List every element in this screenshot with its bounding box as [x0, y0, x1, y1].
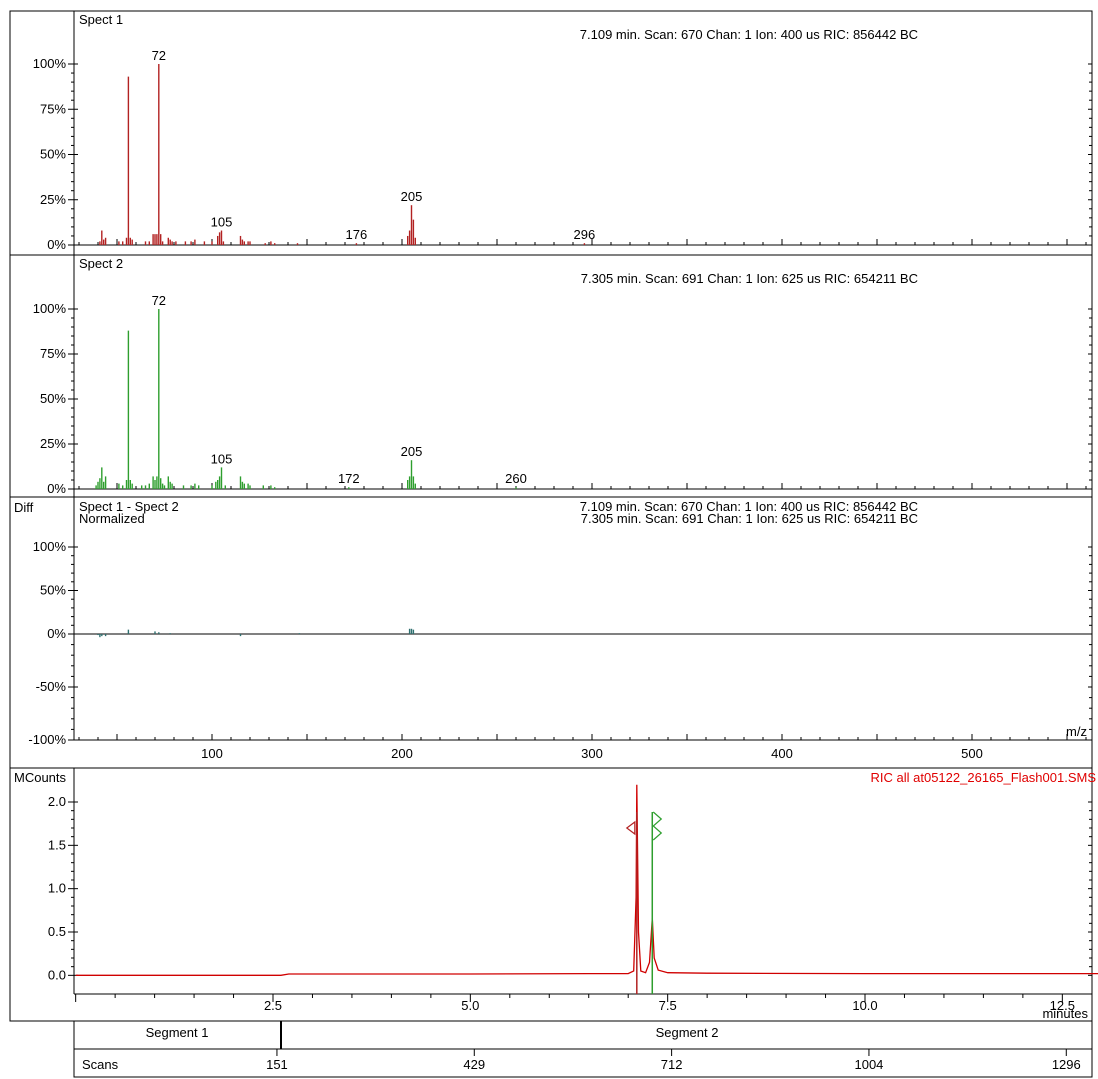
- x-tick-label: 12.5: [1050, 998, 1075, 1013]
- segment-1-label: Segment 1: [146, 1025, 209, 1040]
- peak-label: 72: [152, 48, 166, 63]
- scans-ticks: 151 429 712 1004 1296: [266, 1049, 1081, 1072]
- segment-row: [73, 1020, 1093, 1050]
- diff-sublabel: Normalized: [79, 511, 145, 526]
- peak-label: 105: [211, 215, 233, 230]
- x-tick-label: 500: [961, 746, 983, 761]
- peak-label: 205: [401, 189, 423, 204]
- segment-2-label: Segment 2: [656, 1025, 719, 1040]
- y-tick-label: 50%: [40, 391, 66, 406]
- diff-x-unit: m/z: [1066, 724, 1087, 739]
- peak-label: 205: [401, 444, 423, 459]
- y-tick-label: -50%: [36, 679, 67, 694]
- y-tick-label: 100%: [33, 56, 67, 71]
- report-frame: [9, 10, 1093, 1022]
- scan-tick-label: 712: [661, 1057, 683, 1072]
- scan-tick-label: 429: [463, 1057, 485, 1072]
- x-tick-label: 7.5: [659, 998, 677, 1013]
- diff-corner-label: Diff: [14, 500, 34, 515]
- y-tick-label: 50%: [40, 583, 66, 598]
- spect2-info: 7.305 min. Scan: 691 Chan: 1 Ion: 625 us…: [581, 271, 918, 286]
- x-tick-label: 5.0: [461, 998, 479, 1013]
- y-tick-label: 25%: [40, 436, 66, 451]
- y-tick-label: 0%: [47, 237, 66, 252]
- y-tick-label: 25%: [40, 192, 66, 207]
- y-tick-label: 1.0: [48, 881, 66, 896]
- y-tick-label: 1.5: [48, 837, 66, 852]
- y-tick-label: 75%: [40, 101, 66, 116]
- scan-marker-flag: [625, 820, 636, 836]
- diff-info-1: 7.109 min. Scan: 670 Chan: 1 Ion: 400 us…: [580, 499, 918, 514]
- spect1-label: Spect 1: [79, 12, 123, 27]
- peak-label: 260: [505, 471, 527, 486]
- peak-label: 172: [338, 471, 360, 486]
- spect1-plot: 100% 75% 50% 25% 0% 72 105 176 205 296: [33, 48, 1092, 252]
- y-tick-label: -100%: [28, 732, 66, 747]
- ric-plot: 2.0 1.5 1.0 0.5 0.0 2.5 5.0 7.5 10.0 12.5: [48, 784, 1098, 1013]
- diff-label: Spect 1 - Spect 2: [79, 499, 179, 514]
- peak-label: 296: [574, 227, 596, 242]
- scans-row: [73, 1048, 1093, 1078]
- ric-label: RIC all at05122_26165_Flash001.SMS: [871, 770, 1097, 785]
- x-tick-label: 200: [391, 746, 413, 761]
- y-tick-label: 50%: [40, 147, 66, 162]
- y-tick-label: 100%: [33, 301, 67, 316]
- scan-tick-label: 1004: [854, 1057, 883, 1072]
- y-tick-label: 0%: [47, 481, 66, 496]
- y-tick-label: 75%: [40, 346, 66, 361]
- diff-plot: 100% 50% 0% -50% -100% 100 200 300 400 500: [28, 539, 1092, 761]
- y-tick-label: 0%: [47, 626, 66, 641]
- y-tick-label: 100%: [33, 539, 67, 554]
- peak-label: 176: [346, 227, 368, 242]
- ric-y-label: MCounts: [14, 770, 67, 785]
- spect1-info: 7.109 min. Scan: 670 Chan: 1 Ion: 400 us…: [580, 27, 918, 42]
- x-tick-label: 2.5: [264, 998, 282, 1013]
- x-tick-label: 10.0: [852, 998, 877, 1013]
- ric-trace: [75, 784, 1098, 976]
- y-tick-label: 0.0: [48, 967, 66, 982]
- peak-label: 105: [211, 451, 233, 466]
- scan-marker-flag: [652, 811, 663, 841]
- peak-label: 72: [152, 293, 166, 308]
- x-tick-label: 100: [201, 746, 223, 761]
- spect2-label: Spect 2: [79, 256, 123, 271]
- diff-info-2: 7.305 min. Scan: 691 Chan: 1 Ion: 625 us…: [581, 511, 918, 526]
- y-tick-label: 0.5: [48, 924, 66, 939]
- scans-label: Scans: [82, 1057, 119, 1072]
- x-tick-label: 400: [771, 746, 793, 761]
- x-tick-label: 300: [581, 746, 603, 761]
- spect2-plot: 100% 75% 50% 25% 0% 72 105 172 205 260: [33, 293, 1092, 496]
- scan-tick-label: 1296: [1052, 1057, 1081, 1072]
- y-tick-label: 2.0: [48, 794, 66, 809]
- ric-x-unit: minutes: [1042, 1006, 1088, 1021]
- scan-tick-label: 151: [266, 1057, 288, 1072]
